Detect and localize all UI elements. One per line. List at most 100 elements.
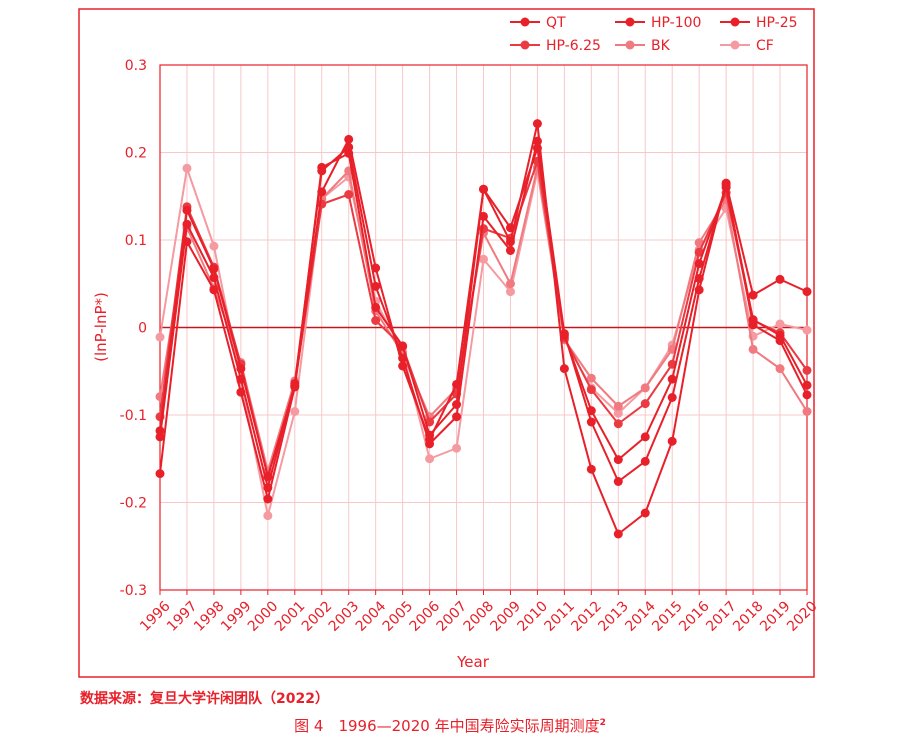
x-axis-label: Year [456, 653, 490, 671]
chart: 0.3 0.2 0.1 0 -0.1 -0.2 -0.3 19961997199819992… [78, 8, 821, 678]
data-point [613, 477, 623, 486]
data-point [613, 455, 623, 465]
data-point [505, 237, 515, 247]
data-point [479, 254, 488, 264]
data-point [479, 211, 488, 221]
data-point [425, 435, 435, 444]
data-point [775, 274, 785, 284]
data-point [452, 379, 462, 389]
data-point [155, 332, 165, 342]
legend-label: HP-100 [651, 15, 701, 31]
data-point [505, 287, 515, 297]
y-axis: 0.3 0.2 0.1 0 -0.1 -0.2 -0.3 [120, 58, 147, 599]
data-point [748, 290, 758, 300]
data-point [640, 456, 650, 466]
x-tick-label: 2014 [622, 598, 659, 635]
data-point [667, 393, 677, 402]
data-point [155, 469, 165, 479]
data-point [694, 285, 704, 295]
data-point [802, 287, 812, 297]
x-tick-label: 2011 [541, 598, 578, 635]
footnote-marker: 2 [599, 718, 606, 728]
x-tick-label: 1996 [137, 598, 174, 635]
data-point [640, 383, 650, 393]
x-tick-label: 2020 [784, 598, 821, 635]
legend-item: QT [510, 15, 566, 31]
data-point [317, 166, 327, 176]
data-point [452, 443, 462, 453]
y-tick-label: 0.2 [125, 146, 147, 162]
data-point [586, 373, 596, 383]
legend-label: QT [546, 15, 566, 31]
legend-item: CF [720, 38, 774, 54]
data-point [452, 412, 462, 422]
x-tick-label: 2003 [326, 598, 363, 635]
figure-caption: 图 4 1996—2020 年中国寿险实际周期测度2 [0, 715, 900, 736]
x-tick-label: 2009 [488, 598, 525, 635]
x-tick-label: 2016 [676, 598, 713, 635]
data-point [586, 464, 596, 474]
x-tick-label: 2006 [407, 598, 444, 635]
data-point [290, 407, 300, 416]
legend-swatch-marker [730, 17, 740, 27]
data-point [775, 336, 785, 346]
data-point [371, 302, 381, 312]
data-point [640, 432, 650, 442]
y-tick-label: -0.2 [120, 496, 147, 512]
legend-item: HP-6.25 [510, 38, 601, 54]
legend-swatch-marker [625, 40, 635, 50]
y-axis-label: (lnP-lnP*) [92, 292, 110, 362]
data-point [452, 400, 462, 409]
data-point [505, 279, 515, 289]
data-point [317, 187, 327, 197]
x-axis: 1996199719981999200020012002200320042005… [137, 590, 821, 635]
data-point [559, 329, 569, 339]
x-tick-label: 2015 [649, 598, 686, 635]
data-point [209, 241, 219, 251]
series-qt [155, 119, 812, 539]
y-tick-label: -0.3 [120, 583, 147, 599]
data-point [667, 374, 677, 384]
data-point [398, 361, 408, 371]
y-tick-label: -0.1 [120, 408, 147, 424]
data-point [182, 219, 192, 229]
data-point [667, 436, 677, 446]
data-point [613, 401, 623, 411]
legend-swatch-marker [625, 17, 635, 27]
data-point [802, 380, 812, 390]
y-tick-label: 0.3 [125, 58, 147, 74]
data-point [344, 190, 354, 199]
data-point [532, 119, 542, 129]
data-point [559, 364, 569, 374]
data-point [775, 364, 785, 374]
x-tick-label: 2005 [380, 598, 417, 635]
data-point [371, 316, 381, 325]
data-point [802, 390, 812, 400]
x-tick-label: 2013 [595, 598, 632, 635]
figure-caption-text: 图 4 1996—2020 年中国寿险实际周期测度 [294, 717, 600, 735]
data-point [748, 344, 758, 354]
series-group [155, 119, 812, 539]
data-point [182, 237, 192, 247]
data-point [640, 399, 650, 409]
y-tick-label: 0.1 [125, 233, 147, 249]
data-point [775, 319, 785, 329]
x-tick-label: 2017 [703, 598, 740, 635]
outer-frame [78, 8, 815, 678]
x-tick-label: 2004 [353, 598, 390, 635]
x-tick-label: 1999 [218, 598, 255, 635]
data-point [802, 407, 812, 416]
data-point [479, 224, 488, 234]
data-point [371, 281, 381, 291]
data-point [613, 529, 623, 539]
legend-label: HP-6.25 [546, 38, 601, 54]
x-tick-label: 2000 [245, 598, 282, 635]
data-point [182, 205, 192, 215]
data-point [586, 385, 596, 395]
x-tick-label: 2001 [272, 598, 309, 635]
x-tick-label: 1997 [164, 598, 201, 635]
y-tick-label: 0 [138, 321, 147, 337]
data-point [613, 408, 623, 418]
data-point [479, 184, 488, 194]
legend-item: BK [615, 38, 671, 54]
